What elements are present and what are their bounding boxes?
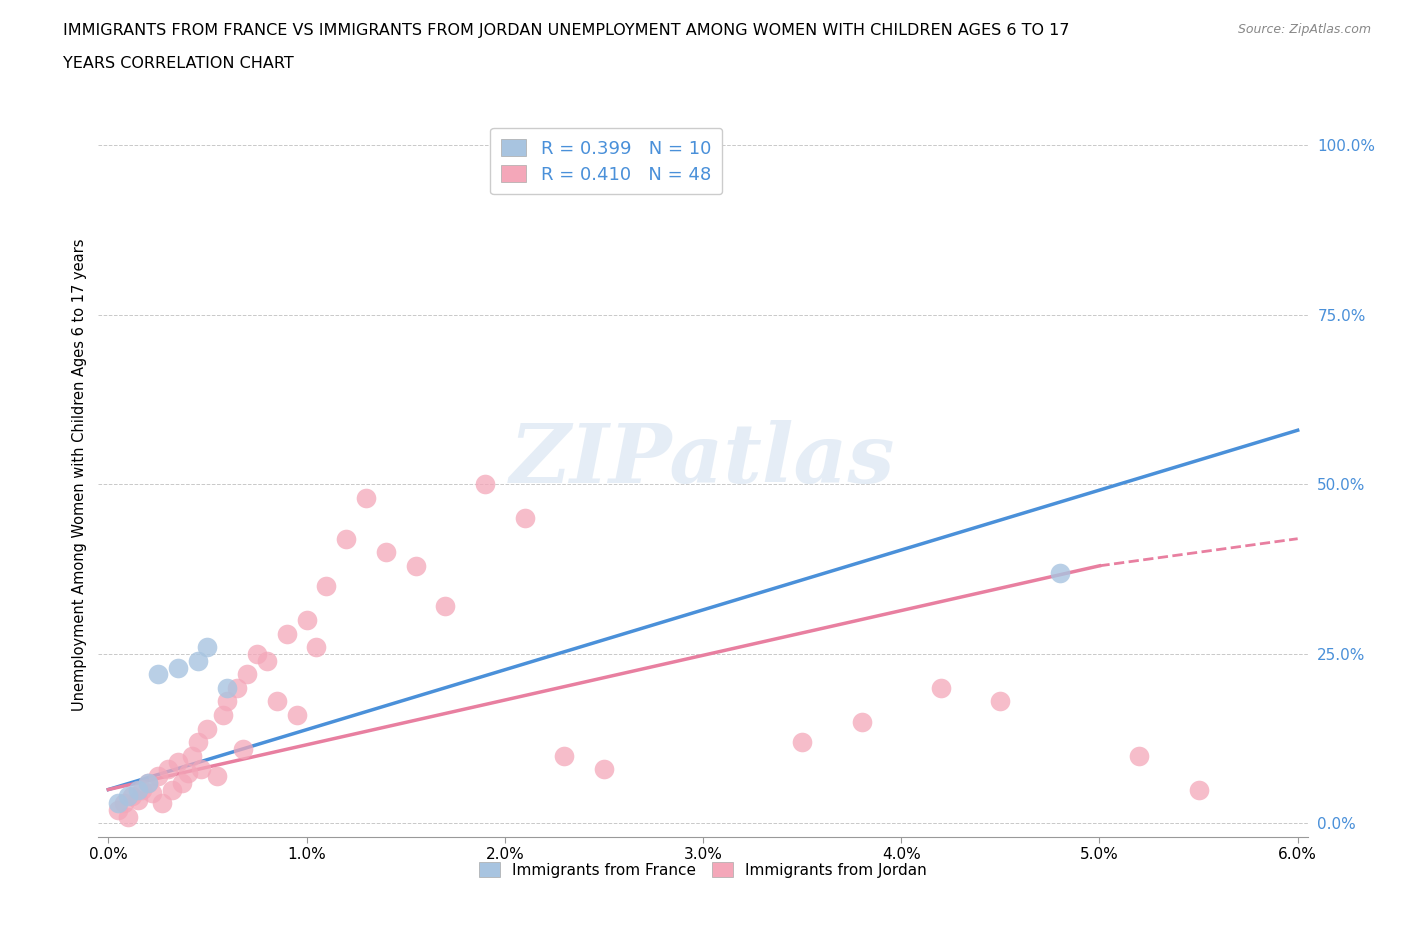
Point: [197, 721, 219, 736]
Point: [112, 796, 135, 811]
Point: [236, 667, 259, 682]
Point: [256, 653, 278, 668]
Point: [434, 599, 457, 614]
Point: [146, 768, 169, 783]
Point: [553, 749, 575, 764]
Point: [790, 735, 813, 750]
Point: [190, 762, 212, 777]
Y-axis label: Unemployment Among Women with Children Ages 6 to 17 years: Unemployment Among Women with Children A…: [72, 238, 87, 711]
Point: [374, 545, 396, 560]
Point: [146, 667, 169, 682]
Point: [851, 714, 873, 729]
Point: [186, 735, 208, 750]
Legend: Immigrants from France, Immigrants from Jordan: Immigrants from France, Immigrants from …: [472, 856, 934, 884]
Point: [217, 681, 239, 696]
Point: [212, 708, 235, 723]
Point: [513, 511, 536, 525]
Text: ZIPatlas: ZIPatlas: [510, 419, 896, 499]
Point: [127, 782, 149, 797]
Point: [1128, 749, 1150, 764]
Point: [593, 762, 616, 777]
Point: [150, 796, 173, 811]
Point: [988, 694, 1011, 709]
Point: [186, 653, 208, 668]
Point: [929, 681, 952, 696]
Point: [121, 789, 143, 804]
Point: [131, 782, 153, 797]
Point: [180, 749, 202, 764]
Point: [156, 762, 179, 777]
Point: [285, 708, 308, 723]
Point: [166, 660, 188, 675]
Point: [295, 613, 318, 628]
Point: [354, 491, 377, 506]
Point: [246, 646, 269, 661]
Point: [276, 626, 298, 641]
Point: [1049, 565, 1071, 580]
Point: [226, 681, 249, 696]
Point: [315, 578, 337, 593]
Point: [232, 741, 254, 756]
Point: [136, 776, 159, 790]
Point: [335, 531, 357, 546]
Point: [141, 786, 163, 801]
Point: [117, 809, 139, 824]
Point: [107, 803, 129, 817]
Point: [1187, 782, 1209, 797]
Point: [266, 694, 288, 709]
Point: [197, 640, 219, 655]
Point: [170, 776, 193, 790]
Point: [176, 765, 198, 780]
Text: Source: ZipAtlas.com: Source: ZipAtlas.com: [1237, 23, 1371, 36]
Point: [305, 640, 328, 655]
Point: [474, 477, 496, 492]
Text: YEARS CORRELATION CHART: YEARS CORRELATION CHART: [63, 56, 294, 71]
Point: [117, 789, 139, 804]
Text: IMMIGRANTS FROM FRANCE VS IMMIGRANTS FROM JORDAN UNEMPLOYMENT AMONG WOMEN WITH C: IMMIGRANTS FROM FRANCE VS IMMIGRANTS FRO…: [63, 23, 1070, 38]
Point: [160, 782, 183, 797]
Point: [107, 796, 129, 811]
Point: [136, 776, 159, 790]
Point: [127, 792, 149, 807]
Point: [217, 694, 239, 709]
Point: [405, 558, 427, 573]
Point: [166, 755, 188, 770]
Point: [207, 768, 229, 783]
